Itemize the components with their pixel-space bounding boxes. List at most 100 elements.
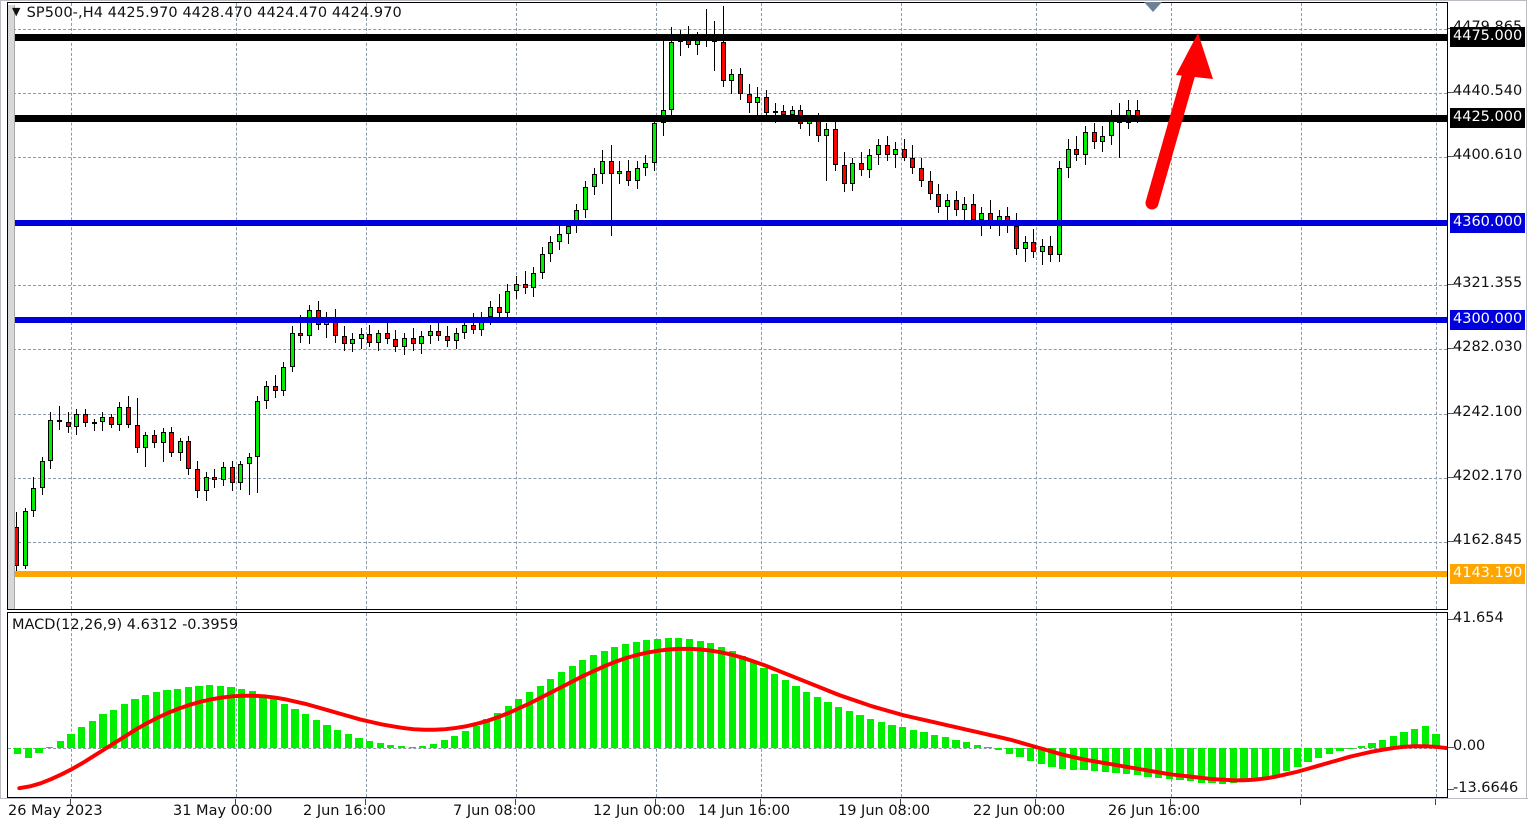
candle-body-bearish xyxy=(608,161,614,175)
axis-tick xyxy=(1448,747,1454,749)
candlestick xyxy=(410,3,416,609)
axis-tick xyxy=(70,799,71,805)
time-axis[interactable]: 26 May 2023 31 May 00:00 2 Jun 16:00 7 Jun … xyxy=(0,798,1528,826)
macd-indicator-panel[interactable] xyxy=(7,612,1448,798)
candle-body-bullish xyxy=(600,161,606,175)
time-axis-tick-label: 7 Jun 08:00 xyxy=(453,803,536,819)
candle-body-bullish xyxy=(488,307,494,317)
price-level-line[interactable] xyxy=(8,33,1447,41)
price-level-line[interactable] xyxy=(8,316,1447,323)
candle-body-bullish xyxy=(401,337,407,348)
up-arrow-annotation[interactable] xyxy=(1110,15,1240,225)
macd-histogram-bar xyxy=(355,737,363,749)
candlestick xyxy=(531,3,537,609)
macd-histogram-bar xyxy=(1208,748,1216,784)
candle-body-bearish xyxy=(229,467,235,484)
macd-histogram-bar xyxy=(493,712,502,749)
macd-histogram-bar xyxy=(824,702,832,749)
macd-histogram-bar xyxy=(632,641,640,749)
macd-histogram-bar xyxy=(56,740,64,749)
candlestick xyxy=(1031,3,1037,609)
candlestick xyxy=(488,3,494,609)
macd-histogram-bar xyxy=(35,748,43,753)
gridline-vertical xyxy=(1036,3,1037,609)
price-level-line[interactable] xyxy=(8,570,1447,577)
macd-histogram-bar xyxy=(195,686,203,749)
price-axis[interactable]: 4479.8654440.5404400.6104321.3554282.030… xyxy=(1448,0,1528,825)
collapse-triangle-icon[interactable]: ▼ xyxy=(12,5,21,18)
macd-histogram-bar xyxy=(813,697,822,749)
candle-body-bullish xyxy=(669,41,675,110)
candlestick xyxy=(281,3,287,609)
macd-histogram-bar xyxy=(131,699,139,749)
candlestick xyxy=(100,3,106,609)
candle-body-bullish xyxy=(427,331,433,337)
candlestick xyxy=(1048,3,1054,609)
candle-wick xyxy=(524,271,526,295)
candle-body-bullish xyxy=(31,488,37,511)
macd-histogram-bar xyxy=(643,640,651,749)
gridline-vertical xyxy=(1301,3,1302,609)
candle-body-bullish xyxy=(1057,167,1063,256)
macd-histogram-bar xyxy=(1379,739,1387,749)
macd-legend-label: MACD(12,26,9) 4.6312 -0.3959 xyxy=(12,617,239,633)
price-level-line[interactable] xyxy=(8,219,1447,226)
price-level-line[interactable] xyxy=(8,114,1447,122)
macd-histogram-bar xyxy=(717,646,726,749)
candlestick xyxy=(31,3,37,609)
gridline-vertical xyxy=(236,613,237,797)
gridline-horizontal xyxy=(8,478,1447,480)
candlestick xyxy=(919,3,925,609)
candle-body-bearish xyxy=(186,441,192,469)
candle-body-bearish xyxy=(126,407,132,426)
macd-plot-area[interactable] xyxy=(8,613,1447,797)
macd-histogram-bar xyxy=(920,732,928,749)
macd-histogram-bar xyxy=(1165,748,1173,779)
macd-histogram-bar xyxy=(1368,743,1376,749)
macd-histogram-bar xyxy=(1336,748,1344,752)
candle-body-bullish xyxy=(651,122,657,164)
macd-histogram-bar xyxy=(397,746,406,749)
candle-body-bullish xyxy=(505,290,511,314)
axis-tick xyxy=(1448,284,1454,286)
gridline-horizontal xyxy=(8,348,1447,350)
price-chart-panel[interactable] xyxy=(7,2,1448,610)
candlestick xyxy=(393,3,399,609)
candle-body-bearish xyxy=(1031,242,1037,252)
macd-histogram-bar xyxy=(173,688,182,749)
macd-histogram-bar xyxy=(749,661,758,749)
macd-histogram-bar xyxy=(291,708,299,749)
macd-histogram-bar xyxy=(1016,748,1024,758)
gridline-vertical xyxy=(761,3,762,609)
macd-histogram-bar xyxy=(867,718,875,749)
gridline-vertical xyxy=(366,3,367,609)
macd-histogram-bar xyxy=(1027,748,1035,762)
candlestick xyxy=(858,3,864,609)
candlestick xyxy=(694,3,700,609)
candlestick xyxy=(522,3,528,609)
candlestick xyxy=(729,3,735,609)
candlestick xyxy=(824,3,830,609)
candle-wick xyxy=(300,315,302,343)
candlestick xyxy=(445,3,450,609)
candlestick xyxy=(39,3,45,609)
macd-histogram-bar xyxy=(483,719,491,749)
macd-histogram-bar xyxy=(67,734,75,749)
gridline-vertical xyxy=(1436,613,1437,797)
candlestick xyxy=(169,3,175,609)
candle-body-bullish xyxy=(539,253,545,274)
candlestick xyxy=(427,3,433,609)
candle-body-bearish xyxy=(410,337,416,345)
candlestick xyxy=(1074,3,1080,609)
time-axis-tick-label: 26 May 2023 xyxy=(8,803,103,819)
gridline-vertical xyxy=(236,3,237,609)
gridline-horizontal xyxy=(8,541,1447,543)
macd-histogram-bar xyxy=(461,731,470,749)
candle-body-bearish xyxy=(746,93,752,104)
candle-body-bullish xyxy=(1065,148,1071,168)
gridline-horizontal xyxy=(8,29,1447,31)
candlestick xyxy=(815,3,821,609)
macd-histogram-bar xyxy=(589,655,598,749)
price-plot-area[interactable] xyxy=(8,3,1447,609)
macd-histogram-bar xyxy=(120,704,128,749)
